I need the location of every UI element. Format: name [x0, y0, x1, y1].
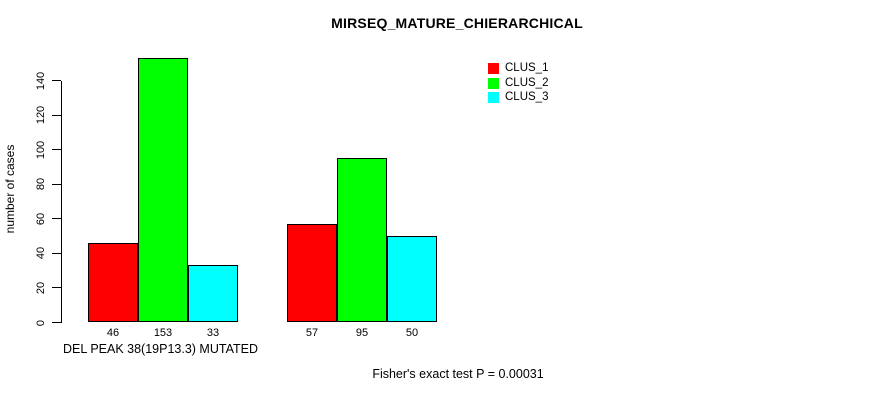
bar-clus_3-group2 — [387, 236, 437, 323]
legend-swatch-icon — [488, 63, 499, 74]
legend-label: CLUS_1 — [505, 62, 549, 74]
legend-item-clus_1: CLUS_1 — [488, 62, 549, 74]
bar-clus_2-group2 — [337, 158, 387, 323]
bar-value-label: 50 — [405, 327, 419, 339]
y-tick-label: 100 — [35, 140, 47, 159]
y-tick-mark — [52, 218, 61, 220]
bar-value-label: 33 — [206, 327, 220, 339]
y-axis-title: number of cases — [3, 144, 17, 234]
y-tick-label: 20 — [35, 281, 47, 295]
legend-item-clus_2: CLUS_2 — [488, 76, 549, 89]
bar-clus_2-group1 — [138, 58, 188, 323]
y-tick-mark — [52, 287, 61, 289]
y-tick-label: 140 — [35, 71, 47, 90]
y-tick-mark — [52, 183, 61, 185]
y-tick-mark — [52, 80, 61, 81]
y-tick-label: 80 — [35, 178, 47, 191]
y-tick-label: 120 — [35, 105, 47, 125]
bar-value-label: 57 — [305, 327, 319, 339]
y-tick-mark — [52, 114, 61, 116]
legend-item-clus_3: CLUS_3 — [488, 91, 549, 103]
fisher-test-annotation: Fisher's exact test P = 0.00031 — [372, 367, 544, 381]
bar-clus_3-group1 — [188, 265, 238, 323]
bar-value-label: 95 — [355, 327, 369, 339]
chart-title: MIRSEQ_MATURE_CHIERARCHICAL — [331, 15, 583, 31]
y-tick-mark — [52, 149, 61, 151]
legend-label: CLUS_2 — [505, 76, 549, 89]
legend-swatch-icon — [488, 77, 499, 89]
legend-label: CLUS_3 — [505, 91, 549, 103]
y-tick-label: 40 — [35, 247, 47, 260]
y-axis-line — [61, 80, 62, 323]
bar-clus_1-group2 — [287, 223, 337, 323]
bar-clus_1-group1 — [88, 242, 138, 323]
x-axis-group-label: DEL PEAK 38(19P13.3) MUTATED — [63, 342, 258, 356]
y-tick-mark — [52, 322, 61, 323]
y-tick-label: 60 — [35, 212, 47, 225]
bar-value-label: 46 — [106, 327, 120, 339]
y-tick-label: 0 — [35, 319, 47, 326]
y-tick-mark — [52, 252, 61, 254]
legend-swatch-icon — [488, 92, 499, 103]
bar-value-label: 153 — [153, 327, 173, 339]
legend: CLUS_1 CLUS_2 CLUS_3 — [488, 62, 549, 107]
